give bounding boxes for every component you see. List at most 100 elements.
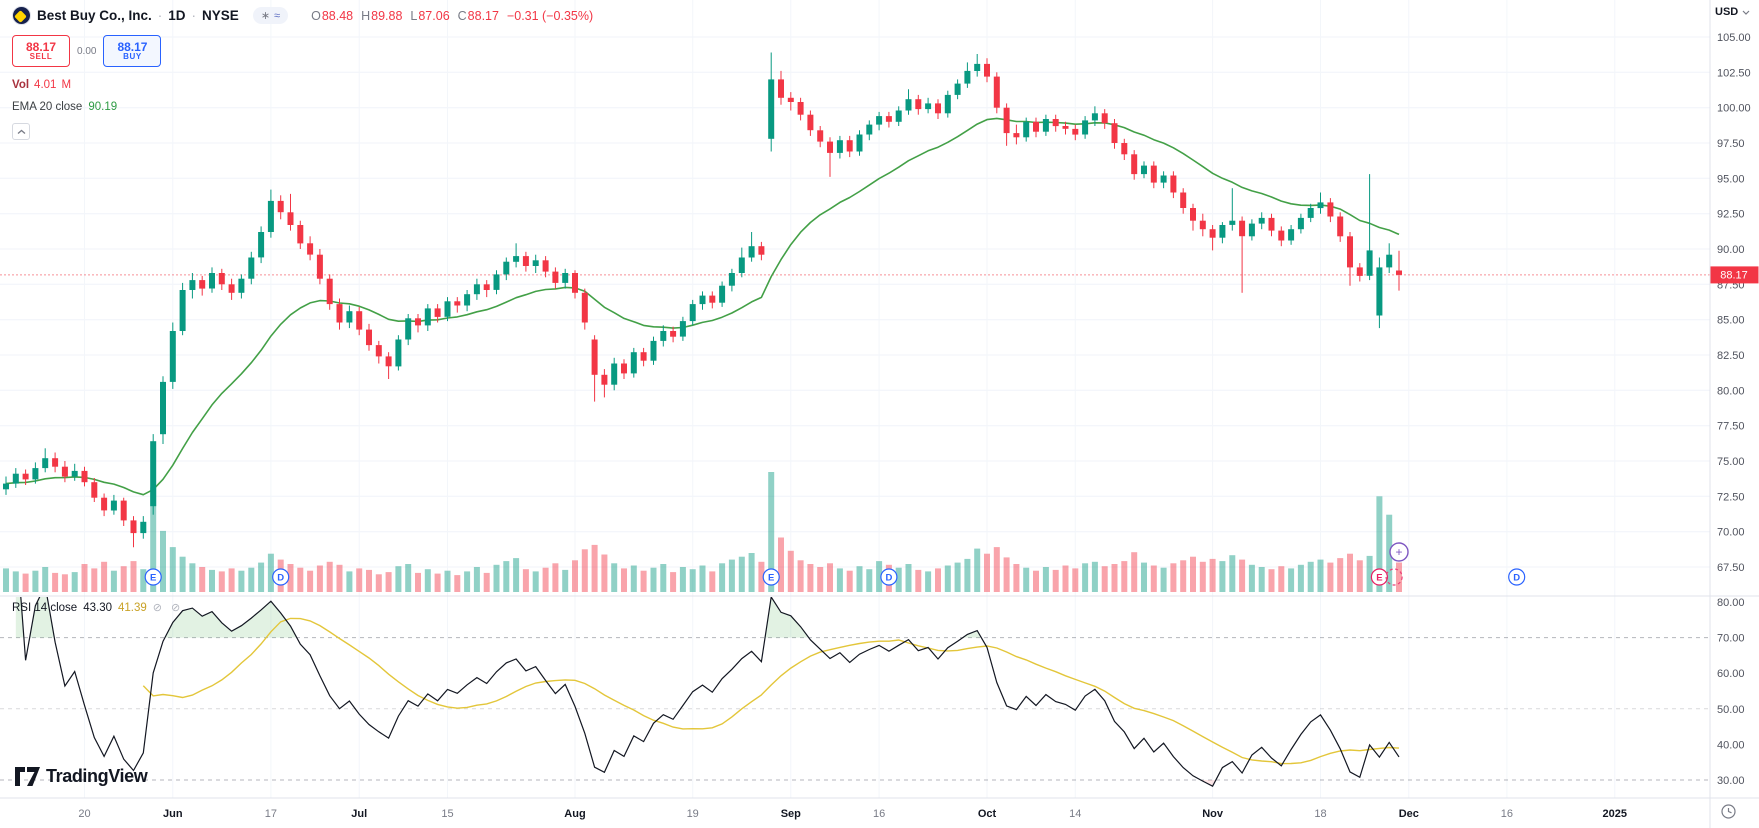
ema-line [5, 117, 1400, 496]
low-label: L [410, 8, 418, 23]
plus-marker[interactable]: + [1389, 542, 1409, 562]
high-label: H [361, 8, 371, 23]
svg-text:97.50: 97.50 [1717, 138, 1745, 150]
svg-text:20: 20 [78, 808, 90, 820]
buy-label: BUY [123, 52, 142, 62]
svg-text:80.00: 80.00 [1717, 385, 1745, 397]
buy-price: 88.17 [117, 39, 148, 54]
timeframe[interactable]: 1D [168, 8, 186, 23]
svg-text:Jun: Jun [163, 808, 183, 820]
open-value: 88.48 [321, 8, 354, 23]
volume-label: Vol [12, 79, 30, 91]
tradingview-mark-icon [15, 767, 40, 786]
ema-value: 90.19 [88, 101, 118, 113]
svg-text:+: + [1395, 545, 1402, 559]
dividend-marker[interactable]: D [272, 568, 290, 586]
high-value: 89.88 [371, 8, 403, 23]
rsi-legend[interactable]: RSI 14 close 43.30 41.39 ⊘ ⊘ [12, 601, 184, 615]
currency-selector[interactable]: USD [1715, 6, 1750, 18]
svg-text:92.50: 92.50 [1717, 209, 1745, 221]
exchange[interactable]: NYSE [202, 8, 239, 23]
sell-price: 88.17 [25, 39, 57, 54]
grid [0, 0, 1710, 798]
svg-text:100.00: 100.00 [1717, 103, 1751, 115]
svg-text:67.50: 67.50 [1717, 562, 1745, 574]
symbol-title[interactable]: Best Buy Co., Inc. [37, 8, 152, 23]
open-label: O [311, 8, 321, 23]
ema-legend[interactable]: EMA 20 close 90.19 [12, 101, 117, 113]
svg-text:Nov: Nov [1202, 808, 1224, 820]
dividend-marker[interactable]: D [1508, 568, 1526, 586]
svg-text:Oct: Oct [978, 808, 997, 820]
svg-text:17: 17 [265, 808, 277, 820]
svg-text:75.00: 75.00 [1717, 456, 1745, 468]
dividend-marker[interactable]: D [880, 568, 898, 586]
svg-text:70.00: 70.00 [1717, 527, 1745, 539]
svg-text:Sep: Sep [781, 808, 801, 820]
separator-dot: · [157, 8, 163, 23]
volume-value: 4.01 [34, 79, 57, 91]
rsi-axis[interactable]: 80.00 70.00 60.00 50.00 40.00 30.00 [1717, 597, 1745, 787]
earnings-marker[interactable]: E [1370, 568, 1389, 586]
upcoming-earnings-marker[interactable] [1385, 568, 1403, 586]
svg-text:80.00: 80.00 [1717, 597, 1745, 609]
rsi-value: 43.30 [83, 601, 112, 614]
svg-text:40.00: 40.00 [1717, 739, 1745, 751]
event-markers: E D E D E D + [144, 542, 1526, 586]
close-label: C [457, 8, 467, 23]
svg-text:72.50: 72.50 [1717, 491, 1745, 503]
wave-icon[interactable]: ≈ [274, 9, 281, 22]
rsi-hidden-icon[interactable]: ⊘ [170, 602, 184, 614]
svg-text:30.00: 30.00 [1717, 775, 1745, 787]
svg-text:E: E [1376, 573, 1382, 584]
svg-text:70.00: 70.00 [1717, 633, 1745, 645]
ema-label: EMA 20 close [12, 101, 83, 113]
last-price-badge: 88.17 [1710, 266, 1759, 284]
symbol-legend: Best Buy Co., Inc. · 1D · NYSE ∗ ≈ O 88.4… [12, 6, 593, 25]
spread-value: 0.00 [77, 45, 97, 57]
price-axis[interactable]: 105.00102.50100.0097.5095.0092.5090.0087… [1717, 32, 1751, 574]
timezone-button[interactable] [1720, 803, 1737, 820]
sell-button[interactable]: 88.17 SELL [12, 35, 70, 67]
svg-text:D: D [885, 573, 892, 584]
rsi-pane[interactable] [0, 531, 1710, 788]
svg-text:Aug: Aug [564, 808, 585, 820]
svg-text:77.50: 77.50 [1717, 421, 1745, 433]
close-value: 88.17 [467, 8, 499, 23]
asterisk-icon[interactable]: ∗ [260, 10, 271, 22]
earnings-marker[interactable]: E [144, 568, 162, 586]
svg-text:50.00: 50.00 [1717, 704, 1745, 716]
svg-text:Dec: Dec [1399, 808, 1419, 820]
svg-text:95.00: 95.00 [1717, 173, 1745, 185]
svg-text:14: 14 [1069, 808, 1081, 820]
earnings-marker[interactable]: E [762, 568, 780, 586]
svg-text:15: 15 [441, 808, 453, 820]
clock-icon [1721, 804, 1736, 819]
trade-widget: 88.17 SELL 0.00 88.17 BUY [12, 35, 162, 67]
svg-text:D: D [1513, 573, 1520, 584]
volume-legend[interactable]: Vol 4.01 M [12, 79, 71, 91]
volume-unit: M [61, 79, 72, 91]
buy-button[interactable]: 88.17 BUY [103, 35, 162, 67]
svg-text:19: 19 [687, 808, 699, 820]
svg-text:E: E [150, 573, 156, 584]
price-pane[interactable] [0, 52, 1710, 593]
svg-text:16: 16 [1501, 808, 1513, 820]
rsi-ma-value: 41.39 [117, 601, 147, 614]
candlestick-series [3, 52, 1402, 548]
collapse-pane-button[interactable] [12, 123, 30, 140]
svg-text:18: 18 [1314, 808, 1326, 820]
legend-quick-actions[interactable]: ∗ ≈ [252, 7, 289, 24]
separator-dot: · [191, 8, 197, 23]
svg-text:82.50: 82.50 [1717, 350, 1745, 362]
change-value: −0.31 (−0.35%) [506, 8, 594, 23]
rsi-hidden-icon[interactable]: ⊘ [152, 602, 165, 614]
symbol-logo[interactable] [12, 6, 31, 25]
low-value: 87.06 [418, 8, 450, 23]
svg-text:88.17: 88.17 [1720, 269, 1748, 281]
currency-label: USD [1715, 6, 1739, 18]
time-axis[interactable]: 20 Jun 17 Jul 15 Aug 19 Sep 16 Oct 14 Nov 18 Dec 16 202… [78, 808, 1627, 820]
tradingview-logo[interactable]: TradingView [15, 766, 148, 787]
